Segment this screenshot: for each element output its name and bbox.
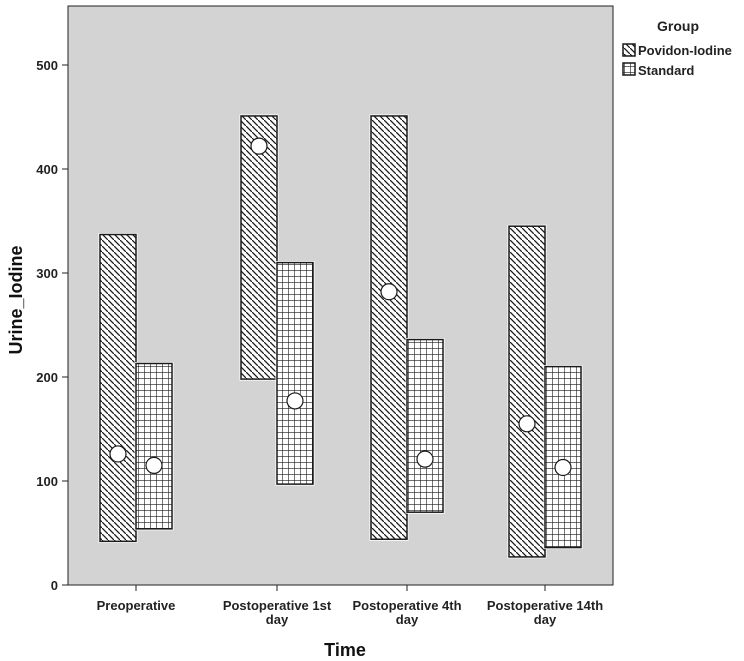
bar-povidon-iodine [240,115,278,380]
x-tick-label: Postoperative 4th day [352,598,461,627]
x-tick-label: Preoperative [97,598,176,613]
bar-povidon-iodine [370,115,408,540]
legend-label-standard: Standard [638,63,694,78]
median-marker [380,283,398,301]
median-marker [109,445,127,463]
y-axis: 0 100 200 300 400 500 [36,58,68,593]
x-tick-label: Postoperative 1st day [223,598,332,627]
x-tick-label: Postoperative 14th day [487,598,603,627]
legend: Group Povidon-Iodine Standard [622,18,732,78]
bar-standard [544,365,582,549]
x-axis: Preoperative Postoperative 1st day Postoper… [97,585,603,627]
y-tick-label: 400 [36,162,58,177]
legend-swatch-standard [622,62,636,76]
y-tick-label: 200 [36,370,58,385]
y-tick-label: 0 [51,578,58,593]
median-marker [554,458,572,477]
y-tick-label: 300 [36,266,58,281]
median-marker [416,450,434,468]
legend-label-povidon-iodine: Povidon-Iodine [638,43,732,58]
bar-povidon-iodine [99,233,137,543]
median-marker [286,392,304,410]
y-axis-title: Urine_Iodine [6,245,26,354]
x-axis-title: Time [324,640,366,660]
bar-standard [276,261,314,485]
median-marker [145,456,163,474]
legend-title: Group [657,18,699,34]
bar-standard [406,338,444,513]
bars [98,114,583,559]
bar-standard [135,362,173,530]
bar-povidon-iodine [508,225,546,558]
median-marker [250,137,268,155]
y-tick-label: 100 [36,474,58,489]
y-tick-label: 500 [36,58,58,73]
legend-swatch-povidon-iodine [622,43,636,57]
median-marker [518,415,536,433]
